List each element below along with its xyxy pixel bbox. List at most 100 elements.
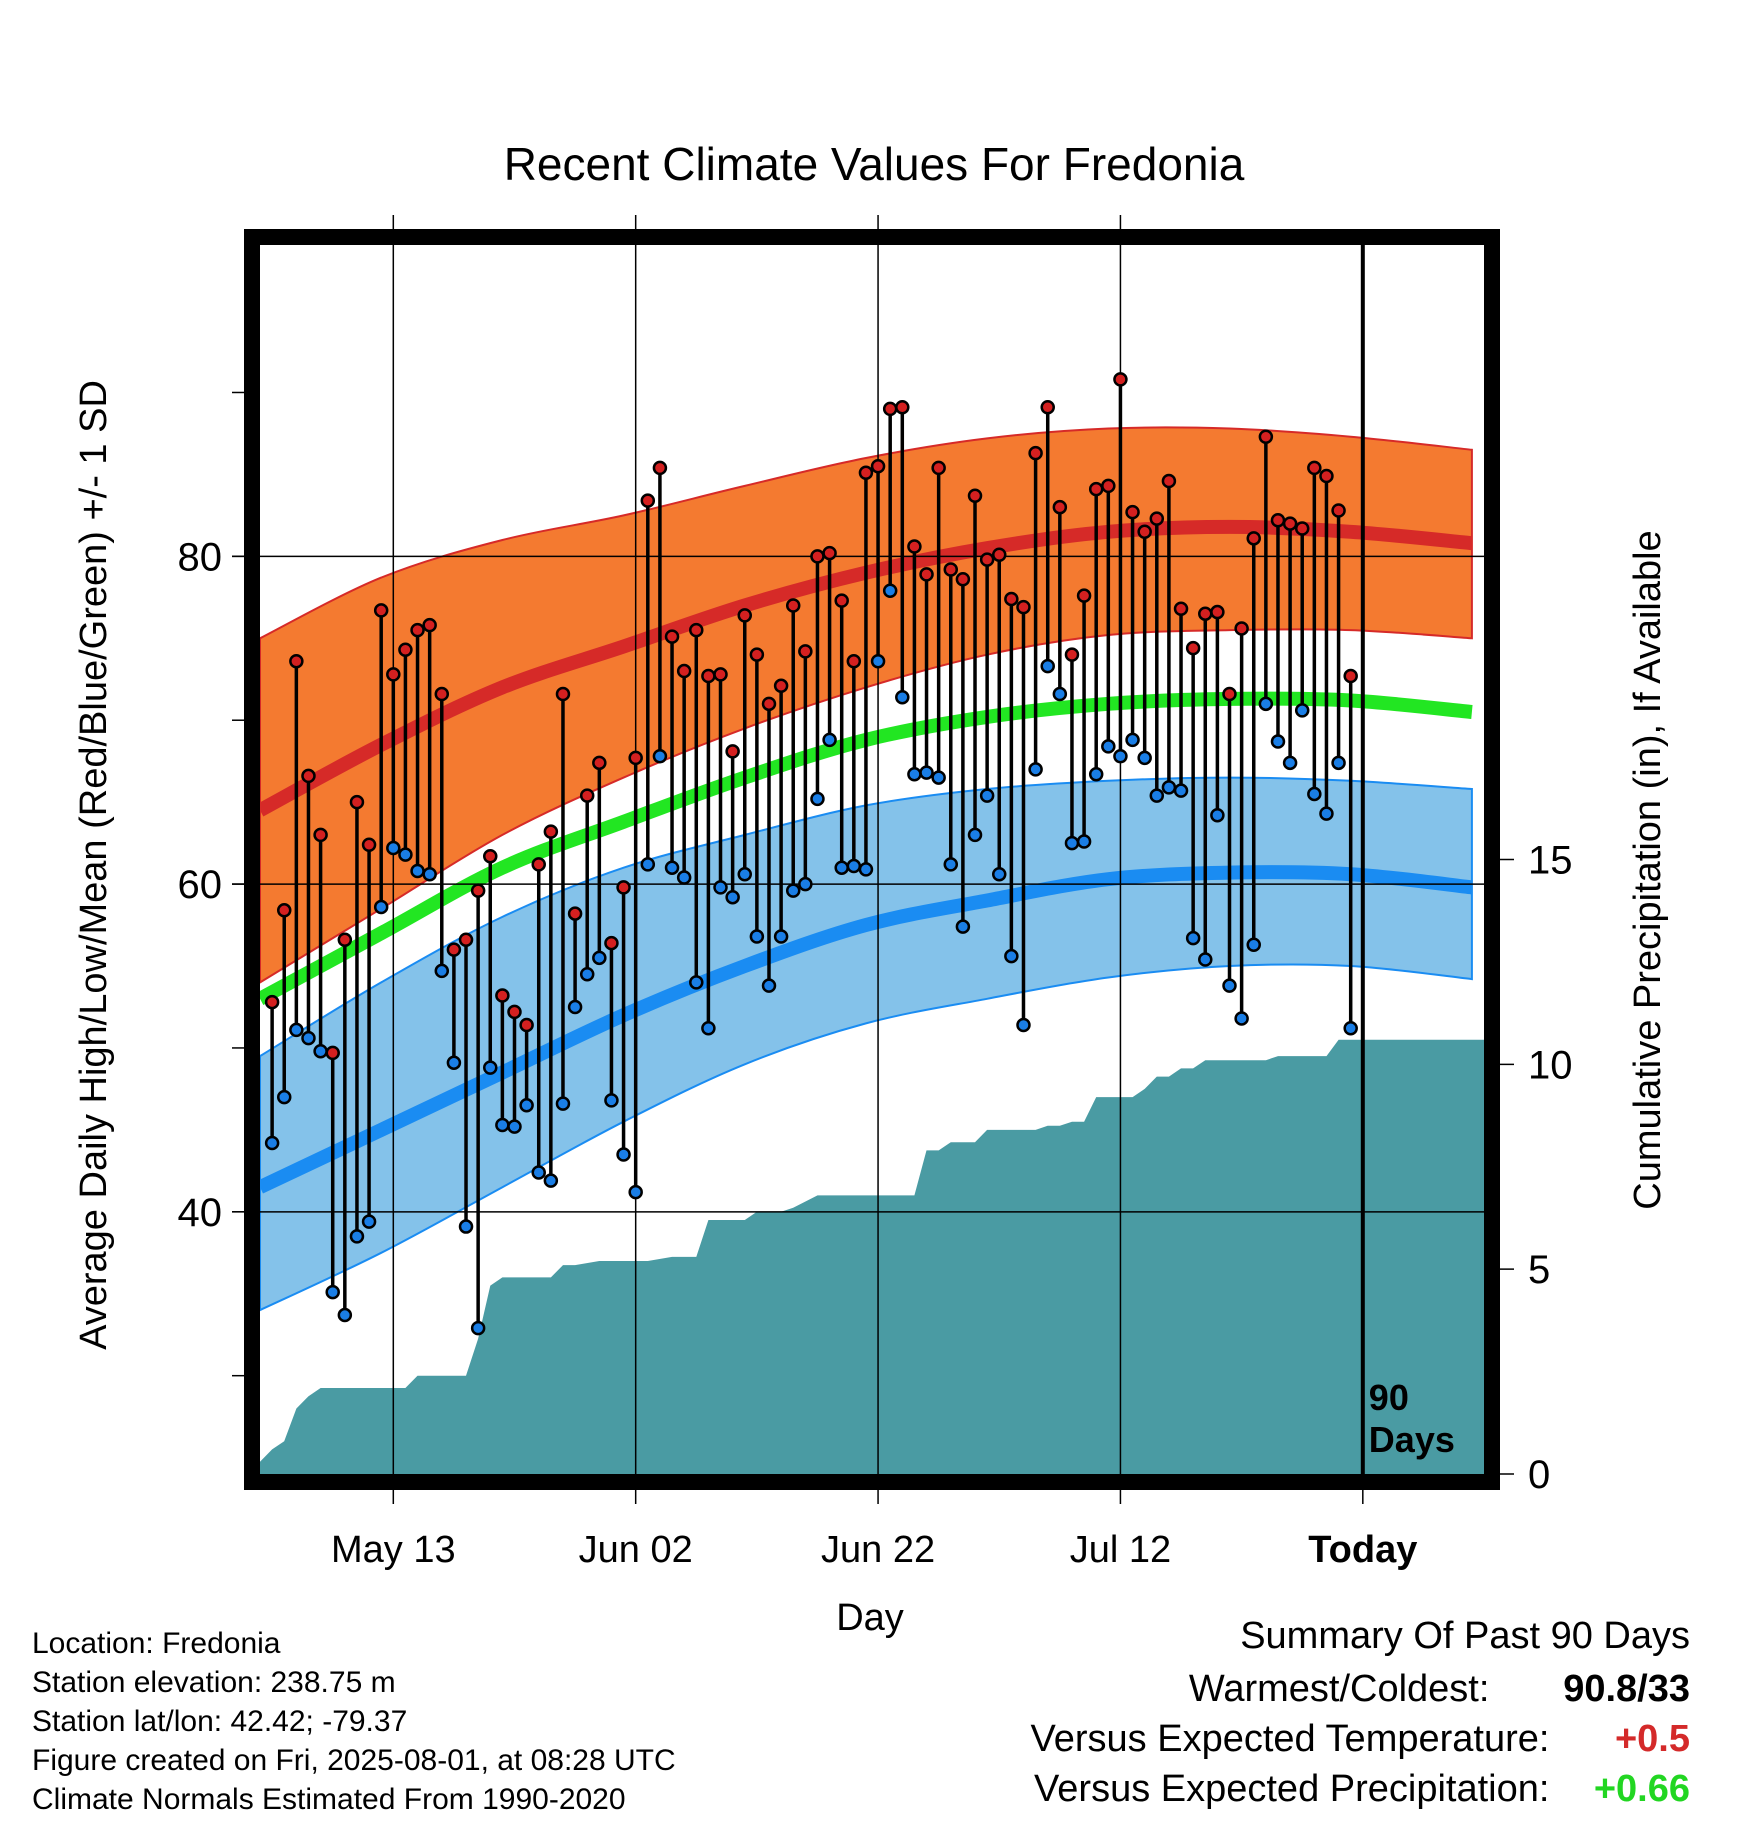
x-axis-label: Day [836, 1597, 904, 1639]
daily-low-point [628, 1184, 643, 1200]
daily-high-point [1064, 647, 1080, 662]
daily-low-point [713, 880, 728, 895]
daily-high-point [1294, 521, 1310, 536]
daily-high-point [640, 493, 656, 508]
daily-high-point [1028, 445, 1043, 461]
daily-low-point [1076, 834, 1092, 849]
daily-low-point [943, 857, 959, 872]
daily-low-point [1028, 762, 1043, 777]
daily-low-point [810, 791, 825, 807]
daily-low-point [1040, 658, 1055, 674]
daily-high-point [773, 678, 789, 694]
daily-high-point [1258, 429, 1274, 444]
daily-low-point [676, 870, 692, 885]
summary-title: Summary Of Past 90 Days [1240, 1615, 1690, 1657]
x-tick-label: Jun 22 [821, 1529, 935, 1571]
daily-high-point [1246, 531, 1261, 546]
daily-high-point [991, 547, 1007, 562]
daily-low-point [579, 966, 595, 982]
daily-high-point [870, 458, 886, 474]
daily-high-point [676, 663, 692, 679]
daily-low-point [289, 1022, 304, 1038]
daily-high-point [349, 794, 365, 810]
daily-high-point [919, 567, 934, 582]
summary-precip: Versus Expected Precipitation: +0.66 [1034, 1768, 1690, 1811]
daily-high-point [1307, 460, 1322, 476]
daily-low-point [1173, 783, 1189, 798]
daily-high-point [749, 647, 765, 662]
daily-high-point [882, 401, 898, 417]
daily-low-point [361, 1214, 377, 1229]
daily-high-point [1113, 372, 1128, 387]
daily-low-point [495, 1117, 510, 1133]
daily-high-point [555, 686, 571, 702]
daily-high-point [422, 617, 437, 633]
daily-high-point [483, 848, 498, 864]
daily-high-point [701, 668, 716, 684]
daily-low-point [1294, 703, 1310, 718]
daily-high-point [1234, 621, 1249, 636]
daily-high-point [858, 465, 874, 481]
daily-high-point [337, 932, 353, 948]
info-normals: Climate Normals Estimated From 1990-2020 [32, 1783, 626, 1816]
daily-low-point [313, 1043, 328, 1059]
plot-frame [244, 229, 1500, 1490]
axes: 40 60 80 0 5 10 15 May 13 Jun 02 Jun 22 Jul 12 Toda… [178, 391, 1573, 1571]
daily-low-point [955, 919, 971, 934]
daily-low-point [1137, 750, 1152, 766]
daily-low-point [1307, 786, 1322, 802]
daily-low-point [398, 847, 413, 862]
daily-high-point [398, 642, 413, 658]
daily-low-point [737, 866, 753, 882]
daily-high-point [846, 653, 862, 669]
daily-high-point [1004, 591, 1019, 607]
daily-high-point [616, 880, 631, 895]
daily-high-point [301, 768, 316, 784]
daily-high-point [652, 460, 668, 476]
daily-high-point [822, 545, 837, 561]
daily-low-point [325, 1284, 340, 1300]
daily-low-point [373, 899, 389, 915]
daily-high-point [386, 667, 401, 682]
daily-high-point [289, 653, 304, 669]
daily-low-point [1258, 696, 1274, 712]
daily-low-point [592, 950, 607, 966]
daily-low-point [616, 1147, 631, 1162]
today-days-label-2: Days [1369, 1419, 1455, 1460]
daily-low-point [749, 929, 765, 944]
daily-high-point [664, 629, 680, 644]
daily-high-point [1331, 503, 1346, 518]
x-tick-label: Today [1308, 1529, 1417, 1571]
precip-value: +0.66 [1593, 1768, 1690, 1810]
y-tick-label: 40 [178, 1191, 223, 1235]
daily-high-point [1076, 588, 1092, 603]
warm-cold-value: 90.8/33 [1563, 1668, 1690, 1710]
daily-low-point [1282, 755, 1298, 771]
daily-high-point [798, 644, 813, 659]
daily-high-point [785, 598, 801, 613]
daily-high-point [446, 942, 462, 957]
daily-high-point [1173, 601, 1189, 617]
daily-observations [264, 372, 1358, 1336]
daily-low-point [434, 963, 450, 979]
daily-low-point [773, 929, 789, 944]
daily-low-point [543, 1173, 559, 1188]
daily-high-point [264, 994, 280, 1010]
precipitation-area [260, 1039, 1484, 1474]
daily-high-point [713, 667, 728, 682]
daily-high-point [834, 593, 849, 608]
daily-low-point [858, 862, 874, 877]
daily-high-point [531, 857, 546, 872]
daily-high-point [470, 883, 486, 898]
daily-high-point [810, 549, 825, 564]
info-latlon: Station lat/lon: 42.42; -79.37 [32, 1705, 408, 1738]
daily-low-point [1222, 978, 1237, 993]
daily-high-point [1161, 473, 1177, 489]
daily-low-point [919, 765, 934, 780]
daily-low-point [798, 876, 813, 892]
daily-low-point [1198, 952, 1213, 967]
daily-high-point [325, 1045, 340, 1061]
daily-high-point [604, 935, 619, 951]
daily-high-point [737, 608, 753, 623]
